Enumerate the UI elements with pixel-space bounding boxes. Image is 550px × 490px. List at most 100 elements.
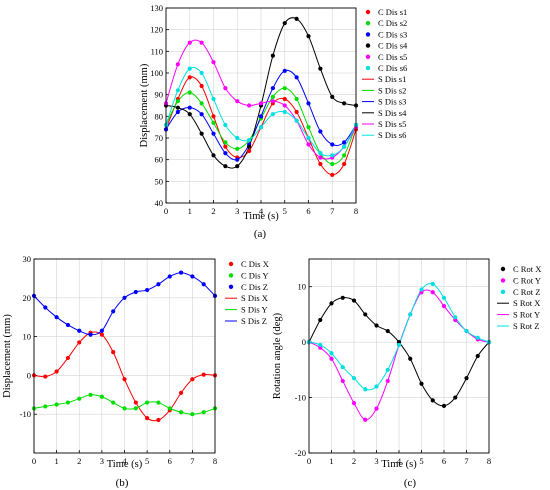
legend-marker (365, 65, 371, 71)
data-point (330, 142, 335, 147)
data-point (201, 410, 206, 415)
figure-label-a: (a) (254, 228, 267, 240)
data-point (111, 350, 116, 355)
data-point (351, 298, 357, 303)
x-tick-label: 2 (352, 456, 356, 466)
data-point (211, 60, 216, 65)
y-tick-label: 80 (155, 111, 164, 121)
y-axis-label: Displacement (mm) (139, 63, 150, 147)
legend-label: S Dis X (241, 293, 268, 303)
data-point (258, 101, 264, 106)
data-point (306, 101, 311, 106)
data-point (43, 374, 48, 379)
data-point (330, 153, 335, 158)
data-point (294, 16, 299, 21)
x-tick-label: 5 (145, 456, 149, 466)
data-point (187, 105, 192, 110)
data-point (175, 62, 180, 67)
data-point (441, 403, 447, 408)
data-point (65, 355, 71, 361)
data-point (318, 161, 323, 167)
data-point (342, 144, 347, 149)
data-point (54, 369, 59, 374)
data-point (43, 404, 48, 409)
data-point (201, 372, 206, 377)
data-point (270, 99, 275, 104)
x-tick-label: 1 (329, 456, 333, 466)
legend-marker (500, 278, 506, 283)
x-tick-label: 6 (442, 456, 446, 466)
data-point (122, 377, 127, 382)
legend-label: C Dis Y (241, 270, 269, 280)
x-tick-label: 4 (397, 456, 402, 466)
y-tick-label: 20 (23, 293, 32, 303)
data-point (419, 287, 424, 292)
legend-label: C Dis s6 (378, 63, 407, 73)
data-point (43, 305, 48, 310)
x-tick-label: 3 (374, 456, 378, 466)
data-point (145, 287, 150, 293)
data-point (408, 312, 413, 317)
figure-label-c: (c) (404, 477, 417, 489)
data-point (318, 129, 323, 134)
data-point (342, 140, 347, 145)
legend-marker (228, 284, 234, 289)
data-point (351, 401, 357, 406)
data-point (223, 144, 228, 149)
data-point (211, 120, 216, 125)
data-point (329, 351, 334, 356)
data-point (99, 332, 104, 337)
data-point (282, 68, 287, 73)
data-point (330, 94, 335, 99)
data-point (385, 378, 390, 384)
data-point (175, 105, 180, 110)
legend-label: S Rot X (513, 298, 540, 308)
y-tick-label: 10 (23, 332, 32, 342)
legend-label: S Dis s4 (378, 108, 407, 118)
plot-frame (165, 7, 357, 204)
y-axis-label: Displacement (mm) (2, 314, 13, 398)
x-axis-label: Time (s) (107, 459, 143, 470)
x-tick-label: 7 (330, 206, 334, 216)
data-point (175, 99, 180, 104)
x-tick-label: 6 (168, 456, 172, 466)
plot-frame (33, 258, 216, 454)
legend-label: C Dis s2 (378, 18, 407, 28)
data-point (430, 398, 435, 403)
legend-label: S Dis Y (241, 305, 268, 315)
data-point (187, 90, 192, 95)
data-point (223, 86, 228, 91)
x-tick-label: 1 (55, 456, 59, 466)
data-point (167, 406, 172, 411)
legend-marker (500, 266, 506, 272)
data-point (453, 315, 458, 320)
legend-label: S Dis s6 (378, 130, 406, 140)
data-point (464, 328, 469, 334)
data-point (282, 21, 287, 26)
data-point (201, 282, 206, 287)
data-point (385, 328, 390, 334)
data-point (77, 340, 82, 345)
data-point (342, 101, 347, 106)
legend-marker (365, 43, 371, 48)
data-point (133, 289, 138, 295)
data-point (156, 400, 161, 405)
y-tick-label: 100 (150, 68, 163, 78)
y-tick-label: 90 (155, 90, 164, 100)
data-point (329, 356, 334, 361)
data-point (111, 309, 116, 314)
data-point (374, 406, 379, 411)
x-tick-label: 0 (32, 456, 36, 466)
x-tick-label: 7 (190, 456, 194, 466)
data-point (247, 138, 252, 143)
data-point (306, 135, 311, 141)
data-point (156, 282, 161, 287)
legend-label: S Dis s3 (378, 97, 406, 107)
data-point (453, 395, 458, 400)
x-tick-label: 0 (164, 206, 168, 216)
legend-marker (365, 54, 371, 59)
legend-label: S Dis s5 (378, 119, 406, 129)
x-tick-label: 4 (259, 206, 264, 216)
data-point (318, 155, 323, 160)
data-point (145, 415, 150, 421)
